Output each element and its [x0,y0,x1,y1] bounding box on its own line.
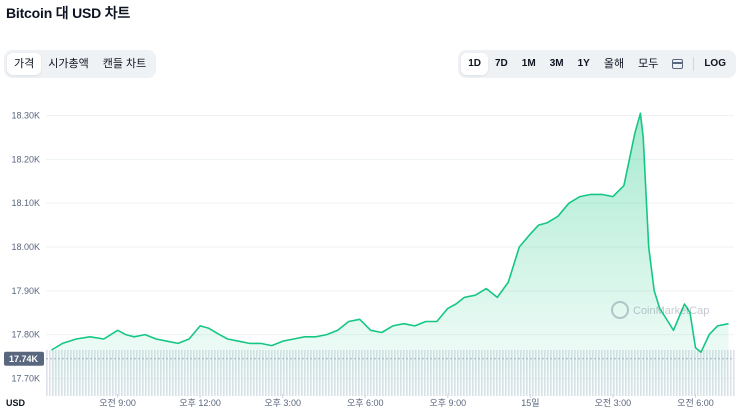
y-tick-label: 18.10K [11,198,40,208]
price-line [51,112,729,353]
x-tick-label: 오후 3:00 [264,398,301,408]
currency-label: USD [6,398,26,408]
y-tick-label: 17.70K [11,373,40,383]
range-1m-button[interactable]: 1M [521,58,536,69]
range-1y-button[interactable]: 1Y [577,58,590,69]
range-all-button[interactable]: 모두 [638,58,659,70]
x-tick-label: 오전 3:00 [595,398,632,408]
y-axis: 18.30K 18.20K 18.10K 18.00K 17.90K 17.80K 17.7… [11,111,40,384]
calendar-icon [672,59,684,69]
calendar-button[interactable] [665,53,690,75]
y-tick-label: 17.80K [11,330,40,340]
x-axis: 오전 9:00 오후 12:00 오후 3:00 오후 6:00 오후 9:00 15일 오… [99,394,714,408]
y-tick-label: 18.30K [11,111,40,121]
log-scale-button[interactable]: LOG [704,58,726,69]
volume-bar [49,350,51,396]
volume-bar [733,350,735,396]
tab-candle-chart[interactable]: 캔들 차트 [102,58,147,70]
watermark-text: CoinMarketCap [633,305,709,317]
y-tick-label: 18.20K [11,154,40,164]
volume-bar [46,350,48,396]
y-tick-label: 18.00K [11,242,40,252]
x-tick-label: 오전 9:00 [99,398,136,408]
current-price-badge: 17.74K [4,351,44,366]
volume-bar [730,350,732,396]
x-tick-label: 15일 [521,398,539,408]
range-button-group: 1D 7D 1M 3M 1Y 올해 모두 LOG [458,50,736,78]
watermark: CoinMarketCap [611,301,709,319]
view-tab-group: 가격 시가총액 캔들 차트 [4,50,157,78]
page-title: Bitcoin 대 USD 차트 [6,5,131,21]
range-ytd-button[interactable]: 올해 [603,58,625,70]
range-1d-button[interactable]: 1D [461,53,488,75]
x-tick-label: 오전 6:00 [677,398,714,408]
range-3m-button[interactable]: 3M [549,58,564,69]
x-tick-label: 오후 12:00 [179,398,221,408]
x-tick-label: 오후 9:00 [430,398,467,408]
price-area [51,113,729,397]
coinmarketcap-logo-icon [611,301,629,319]
divider [693,57,695,71]
y-tick-label: 17.90K [11,286,40,296]
range-7d-button[interactable]: 7D [494,58,508,69]
x-tick-label: 오후 6:00 [347,398,384,408]
current-price-label: 17.74K [9,354,39,364]
tab-price[interactable]: 가격 [7,53,42,75]
tab-market-cap[interactable]: 시가총액 [48,58,89,70]
